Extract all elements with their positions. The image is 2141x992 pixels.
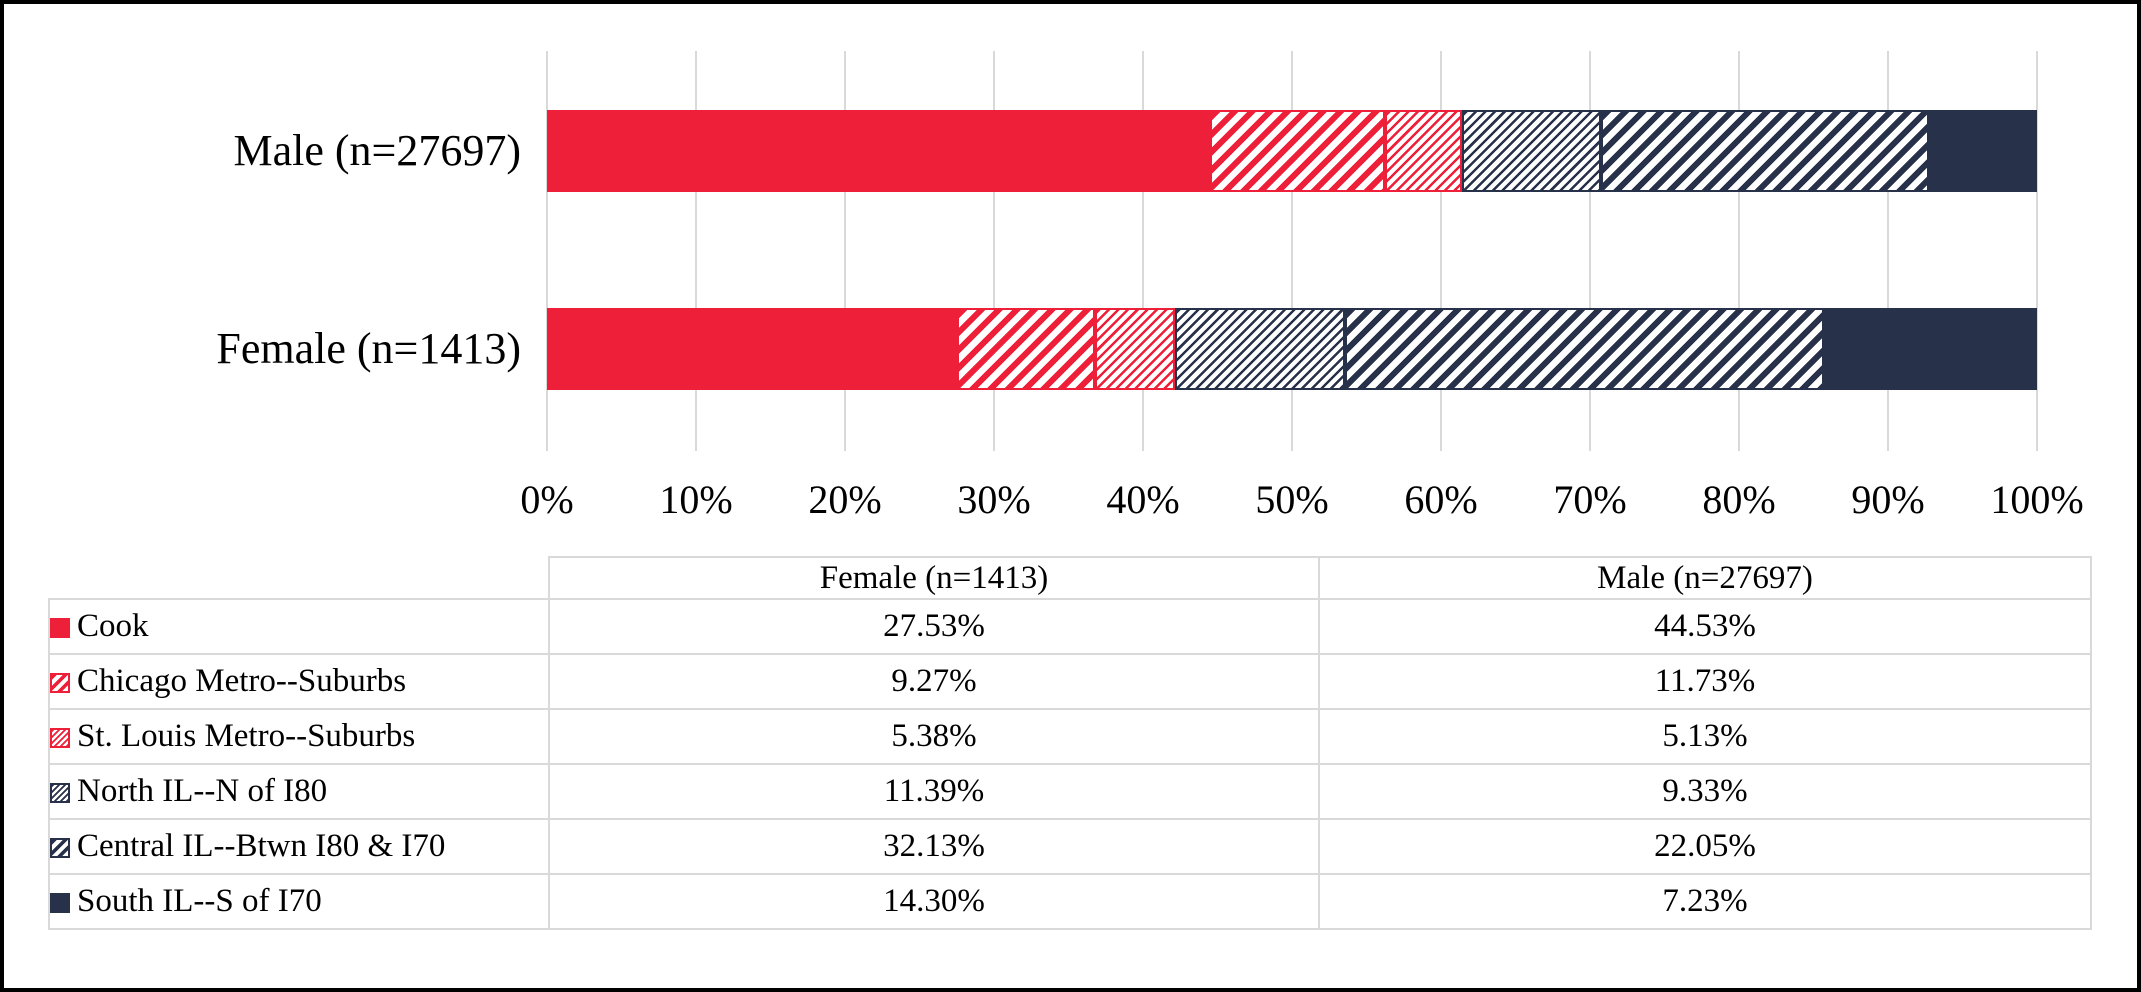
- legend-cell: Central IL--Btwn I80 & I70: [48, 818, 550, 875]
- table-header-female: Female (n=1413): [548, 556, 1320, 600]
- bar-segment-male-central-il-btwn-i80-i70: [1600, 110, 1930, 192]
- value-cell-male: 44.53%: [1318, 598, 2092, 655]
- value-cell-female: 11.39%: [548, 763, 1320, 820]
- value-cell-female: 32.13%: [548, 818, 1320, 875]
- legend-swatch-south-il-icon: [50, 893, 70, 913]
- value-cell-female: 27.53%: [548, 598, 1320, 655]
- legend-swatch-central-il-icon: [50, 838, 70, 858]
- legend-label: St. Louis Metro--Suburbs: [77, 718, 416, 754]
- bar-segment-male-cook: [547, 110, 1211, 192]
- value-cell-male: 9.33%: [1318, 763, 2092, 820]
- value-cell-male: 11.73%: [1318, 653, 2092, 710]
- x-axis-tick-label: 50%: [1255, 477, 1329, 522]
- value-cell-male: 5.13%: [1318, 708, 2092, 765]
- bar-segment-female-cook: [547, 308, 958, 390]
- bar-segment-male-north-il-n-of-i80: [1461, 110, 1601, 192]
- value-cell-male: 22.05%: [1318, 818, 2092, 875]
- gridline: [993, 51, 995, 451]
- x-axis: 0% 10% 20% 30% 40% 50% 60% 70% 80% 90% 100%: [520, 476, 2083, 528]
- bar-segment-female-central-il-btwn-i80-i70: [1345, 308, 1824, 390]
- x-axis-tick-label: 40%: [1106, 477, 1180, 522]
- x-axis-tick-label: 10%: [659, 477, 733, 522]
- legend-cell: Chicago Metro--Suburbs: [48, 653, 550, 710]
- bar-female: [547, 308, 2037, 390]
- bar-male: [547, 110, 2037, 192]
- bar-segment-male-chicago-metro-suburbs: [1210, 110, 1386, 192]
- legend-cell: North IL--N of I80: [48, 763, 550, 820]
- bar-segment-female-north-il-n-of-i80: [1175, 308, 1346, 390]
- bar-segment-female-south-il-s-of-i70: [1823, 308, 2037, 390]
- value-cell-female: 14.30%: [548, 873, 1320, 930]
- bar-segment-male-south-il-s-of-i70: [1929, 110, 2037, 192]
- x-axis-tick-label: 70%: [1553, 477, 1627, 522]
- gridline: [1291, 51, 1293, 451]
- gridline: [844, 51, 846, 451]
- category-label-male: Male (n=27697): [233, 126, 521, 175]
- legend-label: South IL--S of I70: [77, 883, 322, 919]
- plot-area: [546, 51, 2038, 451]
- table-row-st-louis-metro-suburbs: St. Louis Metro--Suburbs 5.38% 5.13%: [48, 708, 2092, 765]
- x-axis-tick-label: 0%: [520, 477, 574, 522]
- legend-label: Cook: [77, 608, 149, 644]
- gridline: [546, 51, 548, 451]
- table-header-row: Female (n=1413) Male (n=27697): [49, 556, 2092, 600]
- table-header-male: Male (n=27697): [1318, 556, 2092, 600]
- legend-swatch-cook-icon: [50, 618, 70, 638]
- value-cell-male: 7.23%: [1318, 873, 2092, 930]
- table-corner-cell: [49, 557, 549, 599]
- table-row-central-il: Central IL--Btwn I80 & I70 32.13% 22.05%: [48, 818, 2092, 875]
- gridline: [1738, 51, 1740, 451]
- table-row-north-il: North IL--N of I80 11.39% 9.33%: [48, 763, 2092, 820]
- legend-swatch-chicago-metro-icon: [50, 673, 70, 693]
- legend-label: Central IL--Btwn I80 & I70: [77, 828, 446, 864]
- data-table: Female (n=1413) Male (n=27697) Cook 27.5…: [48, 556, 2092, 930]
- legend-label: North IL--N of I80: [77, 773, 328, 809]
- gridline: [1887, 51, 1889, 451]
- table-row-cook: Cook 27.53% 44.53%: [48, 598, 2092, 655]
- x-axis-tick-label: 30%: [957, 477, 1031, 522]
- bar-segment-female-st-louis-metro-suburbs: [1095, 308, 1176, 390]
- gridline: [695, 51, 697, 451]
- bar-segment-female-chicago-metro-suburbs: [957, 308, 1096, 390]
- table-row-chicago-metro-suburbs: Chicago Metro--Suburbs 9.27% 11.73%: [48, 653, 2092, 710]
- legend-label: Chicago Metro--Suburbs: [77, 663, 407, 699]
- value-cell-female: 5.38%: [548, 708, 1320, 765]
- legend-swatch-st-louis-metro-icon: [50, 728, 70, 748]
- x-axis-tick-label: 60%: [1404, 477, 1478, 522]
- gridline: [1440, 51, 1442, 451]
- value-cell-female: 9.27%: [548, 653, 1320, 710]
- x-axis-tick-label: 100%: [1990, 477, 2084, 522]
- category-label-female: Female (n=1413): [216, 324, 521, 373]
- table-row-south-il: South IL--S of I70 14.30% 7.23%: [48, 873, 2092, 930]
- legend-cell: Cook: [48, 598, 550, 655]
- legend-cell: South IL--S of I70: [48, 873, 550, 930]
- legend-swatch-north-il-icon: [50, 783, 70, 803]
- bar-segment-male-st-louis-metro-suburbs: [1385, 110, 1462, 192]
- x-axis-tick-label: 90%: [1851, 477, 1925, 522]
- x-axis-tick-label: 80%: [1702, 477, 1776, 522]
- legend-cell: St. Louis Metro--Suburbs: [48, 708, 550, 765]
- gridline: [2036, 51, 2038, 451]
- gridline: [1589, 51, 1591, 451]
- gridline: [1142, 51, 1144, 451]
- x-axis-tick-label: 20%: [808, 477, 882, 522]
